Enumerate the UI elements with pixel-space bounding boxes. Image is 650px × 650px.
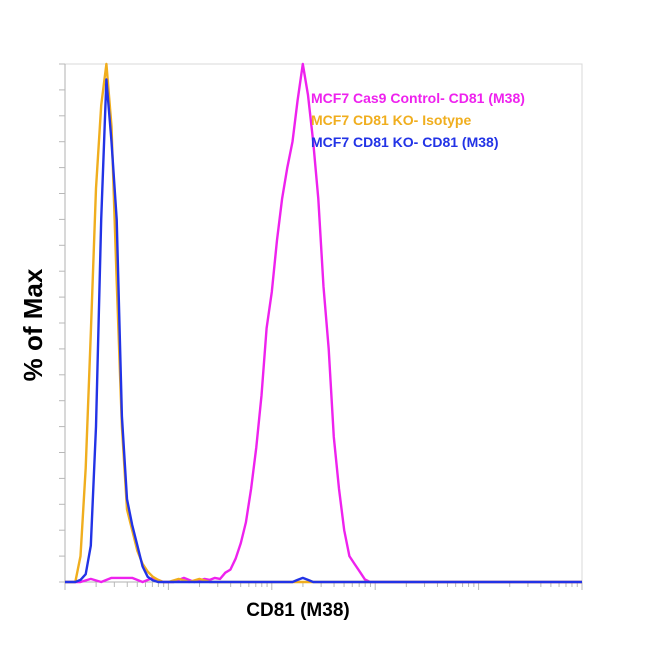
legend-entry-ko-cd81: MCF7 CD81 KO- CD81 (M38) [311,134,498,150]
x-axis-label: CD81 (M38) [246,600,349,621]
legend-entry-cas9-control: MCF7 Cas9 Control- CD81 (M38) [311,90,525,106]
series-layer [65,62,582,584]
y-axis-label: % of Max [18,268,48,381]
series-line-2 [65,78,582,584]
legend: MCF7 Cas9 Control- CD81 (M38) MCF7 CD81 … [311,90,525,150]
series-line-1 [65,62,582,584]
y-axis-ticks [59,63,65,583]
legend-entry-ko-isotype: MCF7 CD81 KO- Isotype [311,112,471,128]
